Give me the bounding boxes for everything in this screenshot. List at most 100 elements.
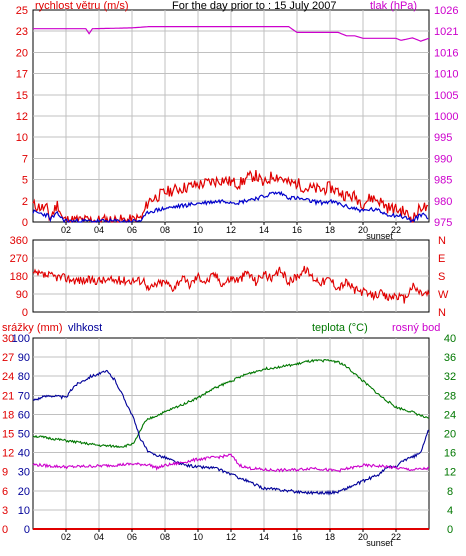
dew-point-line xyxy=(32,453,430,473)
direction-y-tick-label: 0 xyxy=(22,307,28,319)
wind-y-tick-label: 17 xyxy=(16,69,28,81)
pressure-line xyxy=(33,26,430,42)
rain-y-axis-ticks: 0 3 6 9 12 15 18 21 24 27 30 xyxy=(2,333,14,536)
humidity-y-tick-label: 100 xyxy=(12,333,30,345)
humidity-y-tick-label: 80 xyxy=(18,371,30,383)
wind-axis-title: rychlost větru (m/s) xyxy=(35,0,129,12)
legend-rain: srážky (mm) xyxy=(2,322,63,334)
pressure-y-tick-label: 985 xyxy=(434,175,452,187)
pressure-y-axis-ticks: 975 980 985 990 995 1000 1005 1010 1016 1021 1026 xyxy=(434,5,458,229)
wind-x-tick-label: 02 xyxy=(61,225,71,235)
temperature-y-tick-label: 28 xyxy=(444,390,456,402)
temperature-y-tick-label: 0 xyxy=(447,524,453,536)
wind-x-tick-label: 16 xyxy=(292,225,302,235)
th-x-tick-label: 20 xyxy=(358,532,368,542)
direction-y-axis-ticks: 0 90 180 270 360 xyxy=(10,235,28,319)
wind-gridlines xyxy=(33,10,429,222)
temperature-y-tick-label: 32 xyxy=(444,371,456,383)
temperature-y-tick-label: 12 xyxy=(444,467,456,479)
wind-y-tick-label: 7 xyxy=(22,153,28,165)
compass-tick-label: N xyxy=(438,307,446,319)
temperature-y-tick-label: 8 xyxy=(447,486,453,498)
wind-y-tick-label: 5 xyxy=(22,175,28,187)
humidity-y-tick-label: 0 xyxy=(24,524,30,536)
temperature-y-tick-label: 16 xyxy=(444,448,456,460)
pressure-y-tick-label: 990 xyxy=(434,153,452,165)
compass-tick-label: E xyxy=(438,253,445,265)
pressure-y-tick-label: 995 xyxy=(434,132,452,144)
pressure-y-tick-label: 1021 xyxy=(434,26,458,38)
th-gridlines xyxy=(33,338,429,529)
th-x-tick-label: 04 xyxy=(94,532,104,542)
temperature-y-tick-label: 40 xyxy=(444,333,456,345)
th-x-tick-label: 12 xyxy=(226,532,236,542)
compass-tick-label: N xyxy=(438,235,446,247)
rain-y-tick-label: 15 xyxy=(2,429,14,441)
wind-y-tick-label: 15 xyxy=(16,90,28,102)
pressure-y-tick-label: 1000 xyxy=(434,111,458,123)
direction-gridlines xyxy=(33,240,429,312)
th-x-tick-label: 10 xyxy=(193,532,203,542)
pressure-y-tick-label: 1010 xyxy=(434,69,458,81)
pressure-y-tick-label: 980 xyxy=(434,196,452,208)
pressure-y-tick-label: 1026 xyxy=(434,5,458,17)
legend-temperature: teplota (°C) xyxy=(312,322,368,334)
wind-y-tick-label: 25 xyxy=(16,5,28,17)
wind-x-tick-label: 12 xyxy=(226,225,236,235)
humidity-y-tick-label: 40 xyxy=(18,448,30,460)
wind-y-tick-label: 0 xyxy=(22,217,28,229)
pressure-y-tick-label: 975 xyxy=(434,217,452,229)
temperature-y-tick-label: 4 xyxy=(447,505,453,517)
wind-gust-line xyxy=(32,169,429,224)
compass-tick-label: W xyxy=(438,289,449,301)
rain-y-tick-label: 24 xyxy=(2,371,14,383)
direction-y-tick-label: 90 xyxy=(16,289,28,301)
humidity-y-tick-label: 50 xyxy=(18,429,30,441)
wind-x-tick-label: 20 xyxy=(358,225,368,235)
humidity-y-tick-label: 20 xyxy=(18,486,30,498)
wind-x-tick-label: 18 xyxy=(325,225,335,235)
wind-x-tick-label: 14 xyxy=(259,225,269,235)
chart-title: For the day prior to : 15 July 2007 xyxy=(172,0,336,12)
wind-y-tick-label: 2 xyxy=(22,196,28,208)
th-x-tick-label: 22 xyxy=(391,532,401,542)
temperature-line xyxy=(32,358,430,449)
th-x-tick-label: 06 xyxy=(127,532,137,542)
wind-y-tick-label: 12 xyxy=(16,111,28,123)
rain-y-tick-label: 9 xyxy=(2,467,8,479)
rain-y-tick-label: 21 xyxy=(2,390,14,402)
th-x-tick-label: 18 xyxy=(325,532,335,542)
wind-x-tick-label: 10 xyxy=(193,225,203,235)
humidity-y-axis-ticks: 0 10 20 30 40 50 60 70 80 90 100 xyxy=(12,333,30,536)
wind-x-tick-label: 22 xyxy=(391,225,401,235)
rain-y-tick-label: 6 xyxy=(2,486,8,498)
rain-y-tick-label: 3 xyxy=(2,505,8,517)
wind-x-tick-label: 04 xyxy=(94,225,104,235)
th-x-tick-label: 02 xyxy=(61,532,71,542)
wind-x-axis-ticks: 02 04 06 08 10 12 14 16 18 20 22 xyxy=(61,222,401,235)
compass-tick-label: S xyxy=(438,271,445,283)
direction-y-tick-label: 270 xyxy=(10,253,28,265)
pressure-axis-title: tlak (hPa) xyxy=(370,0,417,12)
direction-series xyxy=(32,265,430,304)
humidity-y-tick-label: 90 xyxy=(18,352,30,364)
wind-y-tick-label: 23 xyxy=(16,26,28,38)
rain-y-tick-label: 18 xyxy=(2,409,14,421)
humidity-y-tick-label: 60 xyxy=(18,409,30,421)
wind-x-tick-label: 06 xyxy=(127,225,137,235)
sunset-label: sunset xyxy=(366,231,393,241)
pressure-y-tick-label: 1016 xyxy=(434,47,458,59)
rain-y-tick-label: 27 xyxy=(2,352,14,364)
th-x-axis-ticks: 02 04 06 08 10 12 14 16 18 20 22 xyxy=(61,529,401,542)
th-x-tick-label: 14 xyxy=(259,532,269,542)
humidity-line xyxy=(32,369,430,496)
direction-y-tick-label: 180 xyxy=(10,271,28,283)
temperature-y-tick-label: 20 xyxy=(444,429,456,441)
pressure-y-tick-label: 1005 xyxy=(434,90,458,102)
sunset-label: sunset xyxy=(366,538,393,548)
